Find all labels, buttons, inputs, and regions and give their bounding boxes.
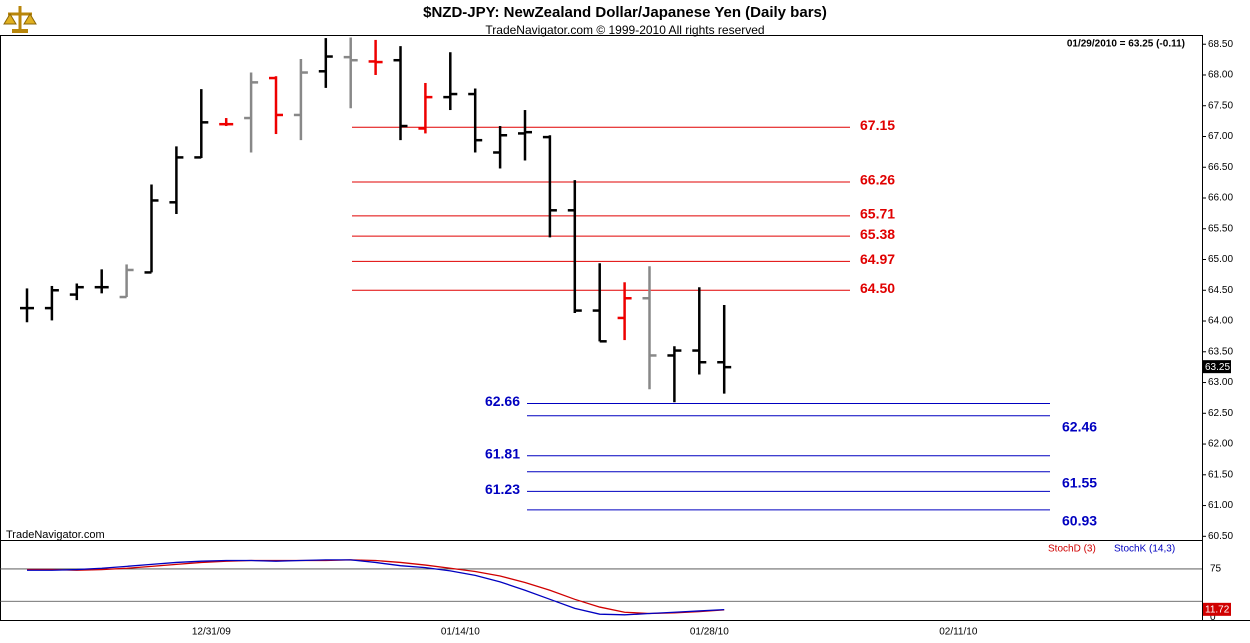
quote-annotation: 01/29/2010 = 63.25 (-0.11) — [1067, 39, 1185, 50]
level-label: 60.93 — [1062, 513, 1097, 529]
logo — [3, 6, 37, 33]
y-tick-label: 75 — [1210, 564, 1222, 575]
level-label: 65.38 — [860, 226, 895, 242]
y-tick-label: 65.50 — [1208, 223, 1233, 234]
last-price: 63.25 — [1205, 362, 1230, 373]
level-label: 62.66 — [485, 393, 520, 409]
chart-title: $NZD-JPY: NewZealand Dollar/Japanese Yen… — [423, 4, 827, 21]
y-tick-label: 66.00 — [1208, 193, 1233, 204]
last-price-box — [1203, 360, 1231, 374]
stoch-line — [27, 559, 725, 615]
level-label: 67.15 — [860, 117, 895, 133]
y-tick-label: 67.00 — [1208, 131, 1233, 142]
level-label: 62.46 — [1062, 418, 1097, 434]
y-tick-label: 62.50 — [1208, 408, 1233, 419]
level-label: 66.26 — [860, 172, 895, 188]
y-tick-label: 66.50 — [1208, 162, 1233, 173]
level-label: 61.55 — [1062, 474, 1097, 490]
watermark: TradeNavigator.com — [6, 529, 105, 541]
x-tick-label: 01/14/10 — [441, 627, 480, 638]
y-tick-label: 61.00 — [1208, 500, 1233, 511]
level-label: 61.81 — [485, 445, 520, 461]
y-tick-label: 63.50 — [1208, 346, 1233, 357]
y-tick-label: 61.50 — [1208, 469, 1233, 480]
y-tick-label: 63.00 — [1208, 377, 1233, 388]
stoch-line — [27, 559, 725, 616]
x-tick-label: 01/28/10 — [690, 627, 729, 638]
level-label: 64.97 — [860, 251, 895, 267]
level-label: 64.50 — [860, 280, 895, 296]
level-label: 65.71 — [860, 206, 895, 222]
y-tick-label: 62.00 — [1208, 439, 1233, 450]
y-tick-label: 0 — [1210, 612, 1216, 623]
y-tick-label: 67.50 — [1208, 100, 1233, 111]
last-value: 11.72 — [1205, 604, 1230, 615]
x-tick-label: 12/31/09 — [192, 627, 231, 638]
legend-entry: StochK (14,3) — [1114, 544, 1175, 555]
chart-subtitle: TradeNavigator.com © 1999-2010 All right… — [485, 23, 764, 37]
last-value-box — [1203, 602, 1231, 616]
y-tick-label: 68.50 — [1208, 39, 1233, 50]
y-tick-label: 68.00 — [1208, 70, 1233, 81]
y-tick-label: 60.50 — [1208, 531, 1233, 542]
y-tick-label: 64.00 — [1208, 316, 1233, 327]
y-tick-label: 65.00 — [1208, 254, 1233, 265]
legend-entry: StochD (3) — [1048, 544, 1096, 555]
x-tick-label: 02/11/10 — [939, 627, 978, 638]
level-label: 61.23 — [485, 481, 520, 497]
y-tick-label: 64.50 — [1208, 285, 1233, 296]
